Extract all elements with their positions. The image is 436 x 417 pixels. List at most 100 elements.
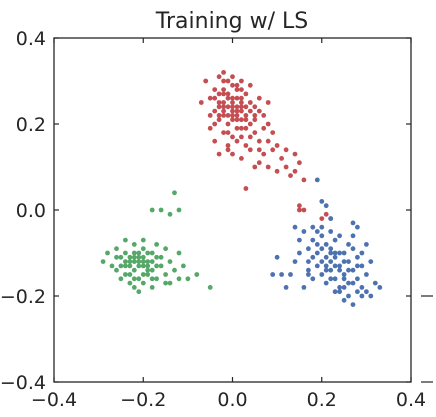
scatter-point-s2-30 <box>100 259 106 264</box>
scatter-point-s0-97 <box>216 113 222 118</box>
scatter-point-s2-10 <box>131 250 137 256</box>
scatter-point-s2-47 <box>136 259 142 264</box>
scatter-point-s0-12 <box>243 91 249 97</box>
scatter-point-s0-49 <box>247 108 253 114</box>
scatter-point-s0-89 <box>230 117 235 123</box>
scatter-point-s0-48 <box>239 104 244 110</box>
scatter-point-s0-23 <box>234 117 240 123</box>
scatter-point-s0-105 <box>230 74 235 80</box>
scatter-point-s2-20 <box>140 263 146 269</box>
scatter-point-s2-6 <box>131 242 137 247</box>
ticks-layer <box>53 37 433 383</box>
scatter-point-s0-40 <box>239 156 244 161</box>
scatter-point-s2-69 <box>176 276 182 282</box>
scatter-point-s1-42 <box>283 285 289 290</box>
scatter-point-s2-24 <box>145 272 151 277</box>
scatter-point-s2-55 <box>145 263 151 269</box>
scatter-point-s2-52 <box>140 272 146 277</box>
scatter-point-s0-5 <box>221 91 227 97</box>
scatter-point-s0-60 <box>283 164 289 170</box>
scatter-point-s0-56 <box>225 113 231 118</box>
scatter-point-s0-58 <box>252 117 258 123</box>
scatter-point-s2-31 <box>109 263 115 269</box>
scatter-point-s2-54 <box>127 263 133 269</box>
scatter-point-s0-47 <box>225 91 231 97</box>
scatter-point-s2-41 <box>181 263 186 269</box>
scatter-point-s0-59 <box>212 121 218 127</box>
scatter-point-s1-61 <box>323 254 329 260</box>
scatter-point-s1-11 <box>341 250 347 256</box>
scatter-point-s0-22 <box>225 121 231 127</box>
scatter-point-s1-2 <box>328 229 334 234</box>
scatter-point-s0-36 <box>256 138 262 144</box>
scatter-point-s1-4 <box>310 237 316 243</box>
scatter-point-s2-63 <box>158 254 164 260</box>
scatter-point-s0-41 <box>247 147 253 153</box>
scatter-point-s1-71 <box>359 250 365 256</box>
scatter-point-s0-62 <box>297 160 302 166</box>
scatter-point-s0-33 <box>225 143 231 148</box>
scatter-point-s1-64 <box>319 246 325 252</box>
scatter-point-s1-82 <box>323 203 329 209</box>
chart-title: Training w/ LS <box>155 9 308 34</box>
scatter-point-s0-25 <box>207 125 213 131</box>
scatter-point-s0-68 <box>252 164 258 170</box>
scatter-point-s0-82 <box>225 130 231 136</box>
scatter-point-s0-67 <box>243 186 249 191</box>
scatter-point-s1-45 <box>310 276 316 282</box>
scatter-point-s2-2 <box>176 207 182 213</box>
scatter-point-s2-45 <box>163 246 169 252</box>
scatter-point-s1-74 <box>355 263 360 269</box>
scatter-point-s1-20 <box>337 263 342 269</box>
scatter-point-s2-32 <box>114 267 119 273</box>
scatter-point-s2-67 <box>149 276 155 282</box>
scatter-point-s0-13 <box>225 104 231 110</box>
points-layer <box>100 70 383 307</box>
scatter-point-s1-47 <box>297 237 302 243</box>
scatter-point-s2-27 <box>149 285 155 290</box>
scatter-point-s1-8 <box>306 246 311 252</box>
scatter-point-s0-75 <box>319 216 325 222</box>
scatter-point-s2-70 <box>123 272 128 277</box>
scatter-point-s0-28 <box>239 125 244 131</box>
scatter-point-s1-86 <box>364 289 369 295</box>
scatter-point-s0-61 <box>292 151 298 157</box>
scatter-point-s0-100 <box>270 147 276 153</box>
scatter-point-s0-54 <box>234 104 240 110</box>
y-tick-label-0: 0.4 <box>16 28 46 50</box>
scatter-point-s0-64 <box>256 160 262 166</box>
scatter-point-s0-26 <box>221 130 227 136</box>
scatter-point-s2-43 <box>194 272 200 277</box>
scatter-point-s2-49 <box>140 254 146 260</box>
scatter-point-s0-81 <box>265 100 271 105</box>
scatter-point-s0-51 <box>234 95 240 101</box>
scatter-point-s0-88 <box>212 95 218 101</box>
scatter-point-s0-108 <box>256 147 262 153</box>
y-tick-label-2: 0.0 <box>16 200 46 222</box>
scatter-point-s2-38 <box>167 280 173 286</box>
scatter-point-s2-66 <box>131 276 137 282</box>
scatter-point-s1-85 <box>306 272 311 277</box>
scatter-point-s2-16 <box>145 259 151 264</box>
scatter-point-s2-29 <box>105 250 110 256</box>
scatter-point-s1-6 <box>332 237 338 243</box>
scatter-point-s1-58 <box>328 267 334 273</box>
scatter-point-s0-39 <box>230 151 235 157</box>
scatter-point-s2-22 <box>127 272 133 277</box>
scatter-point-s1-37 <box>359 293 365 299</box>
scatter-point-s2-37 <box>163 272 169 277</box>
scatter-point-s2-58 <box>149 259 155 264</box>
scatter-point-s2-8 <box>114 246 119 252</box>
scatter-point-s0-35 <box>243 143 249 148</box>
scatter-point-s1-81 <box>319 199 325 204</box>
scatter-point-s1-27 <box>364 272 369 277</box>
scatter-point-s1-87 <box>341 285 347 290</box>
scatter-point-s0-34 <box>234 138 240 144</box>
scatter-point-s0-104 <box>221 78 227 84</box>
scatter-point-s1-33 <box>346 293 351 299</box>
scatter-point-s0-6 <box>234 87 240 92</box>
scatter-point-s0-27 <box>230 134 235 140</box>
scatter-point-s0-80 <box>256 108 262 114</box>
scatter-point-s0-86 <box>234 82 240 88</box>
